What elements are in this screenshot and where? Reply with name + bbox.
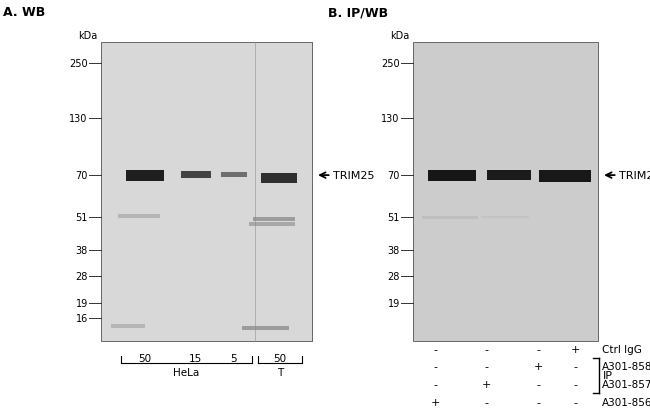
Bar	[118, 214, 160, 219]
Text: -: -	[537, 344, 541, 354]
Bar	[221, 172, 246, 178]
Text: +: +	[571, 344, 580, 354]
Text: Ctrl IgG: Ctrl IgG	[602, 344, 642, 354]
Text: TRIM25: TRIM25	[619, 171, 650, 180]
Text: -: -	[485, 344, 489, 354]
Text: -: -	[574, 361, 578, 371]
Bar	[413, 43, 598, 341]
Bar	[487, 171, 531, 181]
Bar	[111, 324, 145, 328]
Bar	[248, 223, 295, 226]
Text: -: -	[574, 379, 578, 389]
Text: +: +	[534, 361, 543, 371]
Text: +: +	[482, 379, 491, 389]
Text: IP: IP	[603, 370, 612, 380]
Text: 250: 250	[69, 59, 88, 69]
Text: 5: 5	[231, 353, 237, 363]
Text: kDa: kDa	[390, 31, 410, 41]
Text: 16: 16	[75, 313, 88, 323]
Text: TRIM25: TRIM25	[333, 171, 375, 180]
Bar	[242, 326, 289, 330]
Bar	[481, 216, 530, 219]
Text: -: -	[433, 379, 437, 389]
Text: 51: 51	[75, 212, 88, 222]
Text: 19: 19	[75, 299, 88, 309]
Bar	[253, 217, 295, 222]
Text: 130: 130	[70, 114, 88, 124]
Text: -: -	[433, 361, 437, 371]
Text: 38: 38	[75, 245, 88, 255]
Bar	[261, 173, 297, 183]
Bar	[422, 216, 478, 219]
Text: 15: 15	[189, 353, 202, 363]
Text: 70: 70	[75, 171, 88, 180]
Text: 50: 50	[273, 353, 286, 363]
Text: -: -	[485, 397, 489, 407]
Text: A. WB: A. WB	[3, 6, 46, 19]
Text: 130: 130	[382, 114, 400, 124]
Bar	[101, 43, 312, 341]
Text: A301-856A: A301-856A	[602, 397, 650, 407]
Text: kDa: kDa	[78, 31, 98, 41]
Text: 28: 28	[387, 272, 400, 282]
Text: -: -	[537, 397, 541, 407]
Text: -: -	[537, 379, 541, 389]
Text: -: -	[574, 397, 578, 407]
Text: 50: 50	[138, 353, 151, 363]
Bar	[126, 170, 164, 182]
Text: A301-858A: A301-858A	[602, 361, 650, 371]
Text: 51: 51	[387, 212, 400, 222]
Text: B. IP/WB: B. IP/WB	[328, 6, 389, 19]
Text: 38: 38	[387, 245, 400, 255]
Text: 28: 28	[75, 272, 88, 282]
Text: T: T	[277, 367, 283, 377]
Text: HeLa: HeLa	[173, 367, 200, 377]
Text: 19: 19	[387, 299, 400, 309]
Bar	[181, 171, 211, 179]
Text: -: -	[433, 344, 437, 354]
Text: +: +	[430, 397, 439, 407]
Text: -: -	[485, 361, 489, 371]
Bar	[428, 170, 476, 182]
Text: A301-857A: A301-857A	[602, 379, 650, 389]
Text: 70: 70	[387, 171, 400, 180]
Text: 250: 250	[381, 59, 400, 69]
Bar	[539, 171, 591, 183]
